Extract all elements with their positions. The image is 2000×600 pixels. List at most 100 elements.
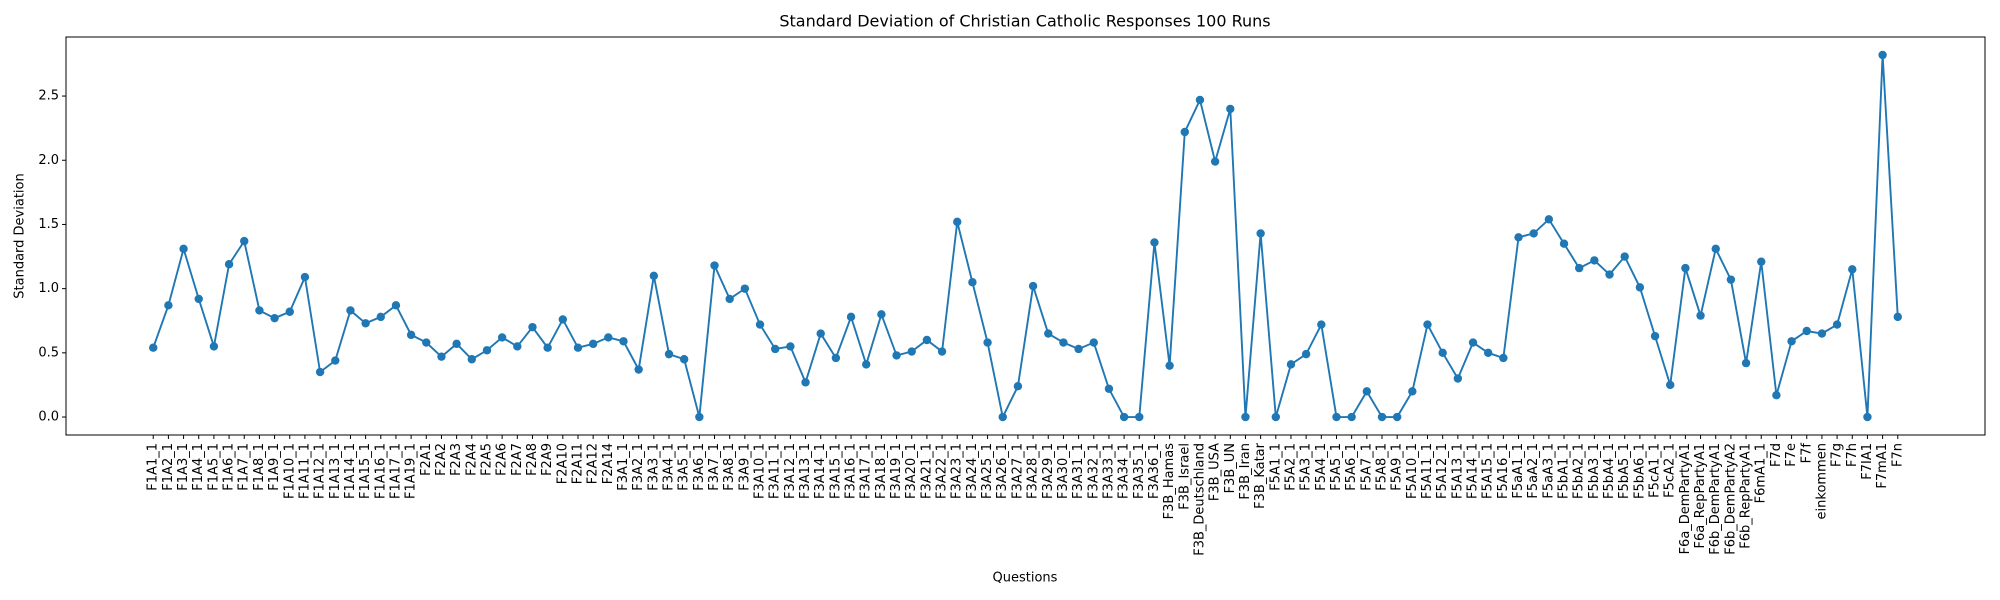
data-point xyxy=(1544,215,1554,224)
data-point xyxy=(1180,127,1189,137)
x-tick-label: F5A9_1 xyxy=(1390,443,1405,491)
data-point xyxy=(179,244,188,254)
x-tick-label: F7n xyxy=(1890,443,1905,467)
x-tick-label: F1A1_1 xyxy=(146,443,161,491)
data-point xyxy=(1817,329,1827,338)
x-tick-label: F3A29_1 xyxy=(1041,443,1056,499)
x-tick-label: F3A24_1 xyxy=(965,443,980,499)
data-point xyxy=(862,360,871,369)
data-point xyxy=(1013,382,1023,391)
data-point xyxy=(1104,384,1114,393)
x-tick-label: F3B_USA xyxy=(1208,443,1223,501)
x-tick-label: F5A11_1 xyxy=(1420,443,1435,499)
data-point xyxy=(224,260,234,269)
x-tick-label: F5bA1_1 xyxy=(1557,443,1572,499)
data-point xyxy=(786,342,795,351)
data-point xyxy=(149,343,158,352)
data-point xyxy=(1681,263,1690,273)
data-point xyxy=(1741,358,1751,368)
x-tick-label: F1A4_1 xyxy=(191,443,206,491)
x-tick-label: F3A5_1 xyxy=(677,443,692,491)
x-tick-label: F3A36_1 xyxy=(1147,443,1162,499)
x-tick-label: F3A1_1 xyxy=(616,443,631,491)
x-tick-label: F1A11_1 xyxy=(297,443,312,499)
x-tick-label: F3A8_1 xyxy=(722,443,737,491)
plot-frame xyxy=(65,36,1986,436)
x-tick-label: F5A6_1 xyxy=(1344,443,1359,491)
x-tick-label: F3B_Katar xyxy=(1253,442,1268,508)
y-tick-label: 1.5 xyxy=(38,217,59,232)
x-tick-label: F2A14 xyxy=(601,443,616,484)
data-point xyxy=(1666,380,1675,390)
data-point xyxy=(1059,338,1068,347)
data-point xyxy=(573,343,583,352)
data-point xyxy=(528,322,537,332)
data-point xyxy=(619,337,628,346)
x-tick-label: F3A34_1 xyxy=(1117,443,1132,499)
data-point xyxy=(1119,412,1129,422)
data-point xyxy=(695,412,704,422)
x-tick-label: F2A1 xyxy=(419,443,434,476)
x-tick-label: F5bA2_1 xyxy=(1572,443,1587,499)
data-point xyxy=(604,333,613,342)
data-point xyxy=(1468,338,1478,347)
data-point xyxy=(710,261,719,270)
data-point xyxy=(649,271,659,280)
data-point xyxy=(1165,361,1174,370)
data-point xyxy=(240,236,249,246)
x-tick-label: F3B_Israel xyxy=(1177,443,1192,510)
x-tick-label: F6a_DemPartyA1 xyxy=(1678,443,1693,554)
x-tick-label: F3A13_1 xyxy=(798,443,813,499)
data-point xyxy=(922,335,932,345)
x-tick-label: F1A16_1 xyxy=(373,443,388,499)
x-tick-label: F3A32_1 xyxy=(1086,443,1101,499)
data-point xyxy=(1711,244,1720,254)
data-point xyxy=(1863,412,1872,422)
data-point xyxy=(437,352,446,361)
data-point xyxy=(892,351,901,360)
x-tick-label: F5A7_1 xyxy=(1359,443,1374,491)
data-point xyxy=(1453,374,1463,383)
x-tick-label: F5cA1_1 xyxy=(1648,443,1663,498)
x-tick-label: F7IA1 xyxy=(1860,443,1875,480)
x-tick-label: F3A9_1 xyxy=(737,443,752,491)
x-tick-label: F3A3_1 xyxy=(646,443,661,491)
data-point xyxy=(1377,412,1387,422)
x-tick-label: F5bA3_1 xyxy=(1587,443,1602,499)
data-point xyxy=(1893,312,1902,322)
x-tick-label: F3A33_1 xyxy=(1101,443,1116,499)
x-tick-label: F3A4_1 xyxy=(662,443,677,491)
x-tick-label: F3B_Hamas xyxy=(1162,443,1177,520)
x-tick-label: F1A15_1 xyxy=(358,443,373,499)
x-tick-label: F7g xyxy=(1830,443,1845,467)
data-point xyxy=(1332,412,1341,422)
x-tick-label: F5bA5_1 xyxy=(1617,443,1632,499)
data-point xyxy=(361,319,370,328)
x-tick-label: F3A25_1 xyxy=(980,443,995,499)
data-point xyxy=(740,284,750,293)
x-tick-label: F1A6_1 xyxy=(222,443,237,491)
y-tick-label: 0.5 xyxy=(38,345,59,360)
x-tick-label: F1A17_1 xyxy=(388,443,403,499)
x-tick-label: F3A26_1 xyxy=(995,443,1010,499)
x-tick-label: F3A18_1 xyxy=(874,443,889,499)
x-tick-label: F3A31_1 xyxy=(1071,443,1086,499)
data-point xyxy=(968,278,977,287)
x-tick-label: F1A5_1 xyxy=(206,443,221,491)
data-point xyxy=(1089,338,1098,347)
data-point xyxy=(1301,349,1311,359)
data-point xyxy=(1317,320,1326,329)
x-tick-label: F3B_Iran xyxy=(1238,443,1253,500)
x-tick-label: F3B_UN xyxy=(1223,443,1238,493)
data-point xyxy=(998,412,1007,422)
x-tick-label: F5bA4_1 xyxy=(1602,443,1617,499)
data-point xyxy=(285,307,294,316)
x-tick-label: F3A22_1 xyxy=(935,443,950,499)
data-point xyxy=(679,355,689,364)
data-point xyxy=(376,312,385,322)
x-tick-label: F3A7_1 xyxy=(707,443,722,491)
x-tick-label: F3A30_1 xyxy=(1056,443,1071,499)
x-tick-label: F2A3 xyxy=(449,443,464,476)
x-tick-label: F5bA6_1 xyxy=(1632,443,1647,499)
data-point xyxy=(331,356,340,365)
